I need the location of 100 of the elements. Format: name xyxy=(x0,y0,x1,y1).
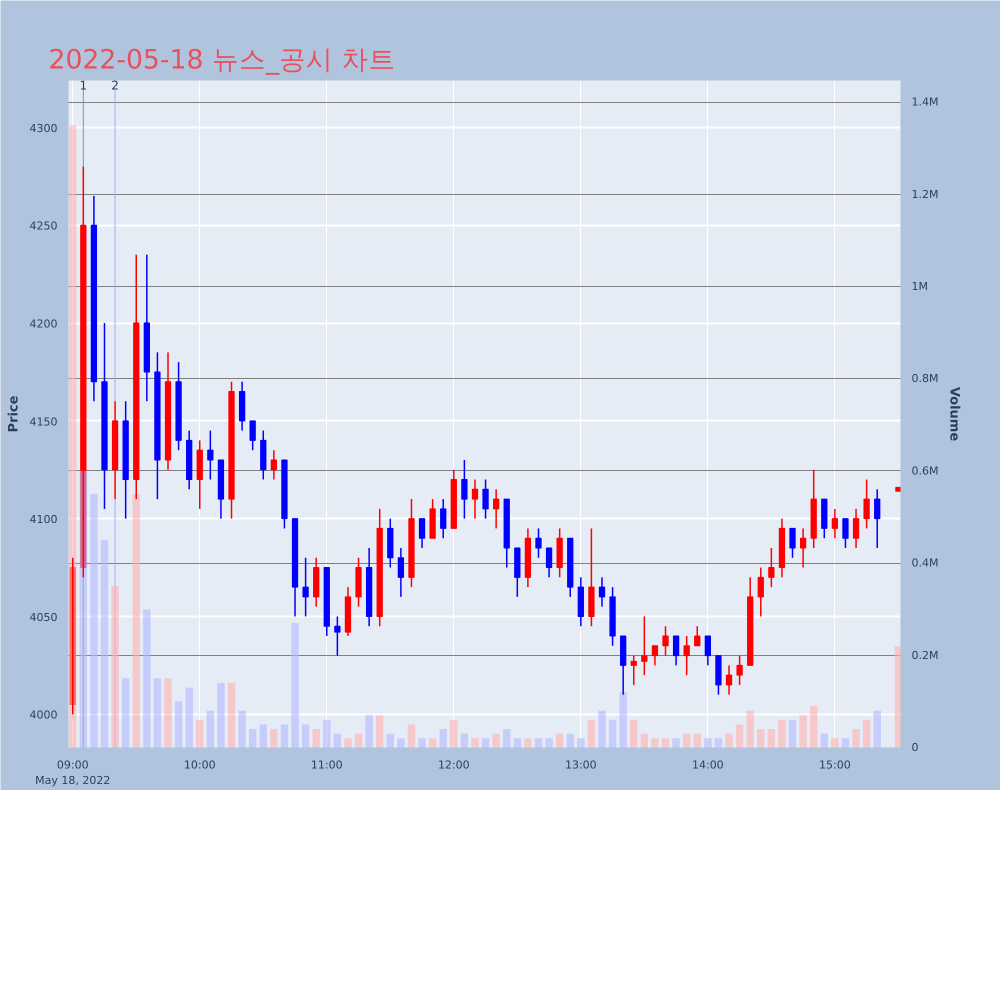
y2-tick-label: 0.2M xyxy=(912,648,938,662)
bar xyxy=(132,494,140,748)
bar xyxy=(725,734,733,748)
bar xyxy=(556,734,564,748)
bar xyxy=(492,734,500,748)
bar xyxy=(302,724,310,748)
bar xyxy=(736,724,744,748)
bar xyxy=(354,734,362,748)
bar xyxy=(694,734,701,748)
bar xyxy=(174,701,182,748)
x-tick-label: 11:00 xyxy=(310,758,343,772)
ref-line-label: 2 xyxy=(111,78,119,92)
bar xyxy=(852,729,860,748)
bar xyxy=(376,715,384,748)
bar xyxy=(598,710,606,748)
bar xyxy=(799,715,807,748)
x-tick-label: 13:00 xyxy=(564,758,597,772)
bar xyxy=(608,720,616,748)
bar xyxy=(757,729,764,748)
bar xyxy=(69,125,76,748)
bar xyxy=(440,729,447,748)
y-tick-label: 4100 xyxy=(30,513,58,526)
bar xyxy=(651,738,659,748)
y-tick-label: 4000 xyxy=(30,708,58,722)
y2-tick-label: 1.2M xyxy=(912,188,938,201)
bar xyxy=(534,738,542,748)
bar xyxy=(344,738,352,748)
bar xyxy=(291,623,299,748)
bar xyxy=(365,715,373,748)
bar xyxy=(682,734,690,748)
bar xyxy=(260,724,267,748)
x-tick-label: 15:00 xyxy=(819,758,851,772)
bar xyxy=(788,720,796,748)
bar xyxy=(640,734,648,748)
x-tick-label: 14:00 xyxy=(692,758,724,772)
x-tick-label: 12:00 xyxy=(438,758,470,772)
y-tick-label: 4050 xyxy=(30,610,58,624)
bar xyxy=(524,738,532,748)
bar xyxy=(185,688,193,748)
bar xyxy=(746,710,754,748)
bar xyxy=(778,720,786,748)
bar xyxy=(482,738,490,748)
bar xyxy=(248,729,256,748)
bar xyxy=(514,738,522,748)
x-tick-label: 09:00 May 18, 2022 xyxy=(35,758,110,788)
bar xyxy=(662,738,670,748)
bar xyxy=(862,720,870,748)
bar xyxy=(577,738,585,748)
bar xyxy=(154,678,162,748)
bar xyxy=(714,738,722,748)
bar xyxy=(831,738,839,748)
bar xyxy=(164,678,172,748)
bar xyxy=(323,720,330,748)
bar xyxy=(334,734,342,748)
bar xyxy=(810,706,818,748)
y2-tick-label: 1.4M xyxy=(912,96,938,109)
bar xyxy=(566,734,574,748)
y-tick-label: 4300 xyxy=(30,122,58,135)
candlestick xyxy=(895,486,900,492)
y2-tick-label: 1M xyxy=(912,280,928,294)
bar xyxy=(588,720,596,748)
bar xyxy=(228,682,236,748)
y2-tick-label: 0.6M xyxy=(912,464,938,478)
bar xyxy=(545,738,553,748)
bar xyxy=(312,729,320,748)
bar xyxy=(460,734,468,748)
bar xyxy=(820,734,828,748)
bar xyxy=(238,710,246,748)
y-axis-title: Price xyxy=(6,395,22,432)
bar xyxy=(206,710,214,748)
bar xyxy=(196,720,204,748)
bar xyxy=(842,738,850,748)
y2-tick-label: 0.8M xyxy=(912,372,938,386)
bar xyxy=(630,720,638,748)
bar xyxy=(90,494,98,748)
x-tick-label: 10:00 xyxy=(184,758,216,772)
bar xyxy=(397,738,405,748)
bar xyxy=(143,609,151,748)
bar xyxy=(768,729,776,748)
y2-axis-title: Volume xyxy=(946,386,962,442)
bar xyxy=(672,738,680,748)
bar xyxy=(704,738,712,748)
bar xyxy=(428,738,436,748)
bar xyxy=(122,678,130,748)
y-tick-label: 4150 xyxy=(30,415,58,428)
y-tick-label: 4200 xyxy=(30,318,58,331)
bar xyxy=(280,724,288,748)
bar xyxy=(471,738,479,748)
y-tick-label: 4250 xyxy=(30,220,58,233)
ref-line-label: 1 xyxy=(80,78,88,92)
y2-tick-label: 0 xyxy=(912,741,918,754)
bar xyxy=(450,720,458,748)
bar xyxy=(874,710,881,748)
bar xyxy=(503,729,510,748)
y2-tick-label: 0.4M xyxy=(912,556,938,570)
bar xyxy=(408,724,416,748)
bar xyxy=(111,586,119,748)
bar xyxy=(270,729,278,748)
bar xyxy=(418,738,426,748)
bar xyxy=(619,692,627,748)
